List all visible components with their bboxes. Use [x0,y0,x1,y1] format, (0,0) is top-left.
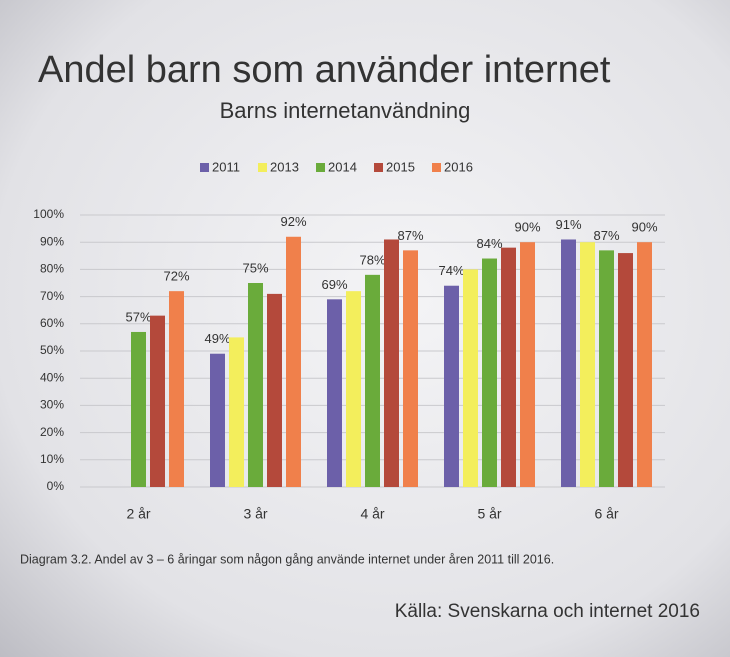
y-tick-label: 80% [40,262,64,276]
legend-label: 2016 [444,159,473,174]
bar [169,291,184,487]
legend-label: 2014 [328,159,357,174]
y-tick-label: 70% [40,289,64,303]
legend-swatch [200,163,209,172]
bar [444,285,459,487]
bar [150,315,165,487]
data-label: 49% [204,331,230,346]
y-tick-label: 50% [40,343,64,357]
data-label: 87% [397,228,423,243]
legend-swatch [374,163,383,172]
bar [599,250,614,487]
legend-swatch [316,163,325,172]
bar [384,239,399,487]
bar [501,247,516,487]
bar [248,283,263,487]
legend-swatch [258,163,267,172]
data-label: 84% [476,236,502,251]
bar [365,274,380,487]
bar [346,291,361,487]
data-label: 78% [359,252,385,267]
data-label: 87% [593,228,619,243]
data-label: 91% [555,217,581,232]
data-label: 92% [280,214,306,229]
bar [580,242,595,487]
bar [210,353,225,487]
data-label: 75% [242,260,268,275]
x-tick-label: 2 år [126,506,150,522]
x-tick-label: 3 år [243,506,267,522]
x-tick-label: 4 år [360,506,384,522]
data-label: 90% [514,220,540,235]
bar [229,337,244,487]
bar [637,242,652,487]
source: Källa: Svenskarna och internet 2016 [395,601,700,622]
y-tick-label: 0% [47,479,65,493]
bar [482,258,497,487]
x-tick-label: 6 år [594,506,618,522]
slide-title: Andel barn som använder internet [38,49,611,91]
legend-label: 2015 [386,159,415,174]
caption: Diagram 3.2. Andel av 3 – 6 åringar som … [20,552,554,566]
legend-label: 2013 [270,159,299,174]
y-tick-label: 100% [33,207,64,221]
data-label: 74% [438,263,464,278]
data-label: 90% [631,220,657,235]
y-tick-label: 40% [40,370,64,384]
bar [520,242,535,487]
bar [463,269,478,487]
bar [267,293,282,487]
bar [561,239,576,487]
x-tick-label: 5 år [477,506,501,522]
bar [327,299,342,487]
legend-swatch [432,163,441,172]
bar [403,250,418,487]
bar [618,253,633,487]
y-tick-label: 10% [40,452,64,466]
bar [131,331,146,487]
data-label: 72% [163,269,189,284]
data-label: 57% [125,309,151,324]
y-tick-label: 20% [40,425,64,439]
data-label: 69% [321,277,347,292]
y-tick-label: 60% [40,316,64,330]
y-tick-label: 90% [40,234,64,248]
legend-label: 2011 [212,159,240,174]
bar [286,236,301,487]
chart-title: Barns internetanvändning [220,98,471,123]
y-tick-label: 30% [40,398,64,412]
